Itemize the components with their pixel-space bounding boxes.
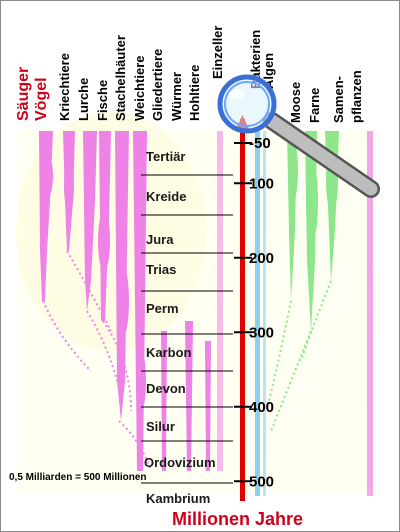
animal-branch-bulges: [41, 154, 146, 411]
time-axis: [240, 119, 245, 501]
branch-bulge: [136, 351, 146, 411]
plant-dotted-origins: [268, 280, 332, 432]
lineage-wuermer: [205, 341, 211, 471]
era-label: Jura: [146, 232, 174, 247]
header-label: Lurche: [76, 78, 91, 121]
era-label: Ordovizium: [144, 455, 216, 470]
lineage-weichtiere: [161, 331, 167, 471]
era-labels: Tertiär Kreide Jura Trias Perm Karbon Devon Sil…: [144, 149, 216, 506]
lineage-algen: [263, 131, 266, 496]
lineage-hohltiere: [217, 131, 223, 471]
era-separators: [141, 174, 233, 484]
header-label: Stachelhäuter: [113, 35, 128, 121]
header-label: Kriechtiere: [57, 53, 72, 121]
header-label: Algen: [261, 53, 276, 89]
era-label: Silur: [146, 419, 175, 434]
header-label: Samen-: [331, 76, 346, 123]
branch-bulge: [64, 160, 74, 212]
header-label: Würmer: [169, 72, 184, 121]
header-label: Hohltiere: [187, 65, 202, 121]
axis-title: Millionen Jahre: [172, 509, 303, 529]
axis-ticks: -50 100 200 300 400 500: [234, 135, 274, 490]
header-label-red: Vögel: [33, 77, 50, 121]
axis-tick-label: -50: [249, 135, 271, 152]
era-label: Kreide: [146, 189, 186, 204]
branch-bulge: [288, 141, 298, 201]
axis-tick-label: 200: [249, 250, 274, 267]
axis-tick-label: 300: [249, 324, 274, 341]
branch-bulge: [98, 211, 110, 271]
lineage-kriechtiere: [83, 131, 97, 311]
branch-bulge: [306, 161, 318, 241]
header-label: Farne: [307, 88, 322, 123]
header-label-red: Säuger: [15, 67, 32, 121]
animal-dotted-origins: [42, 250, 152, 472]
era-label: Trias: [146, 262, 176, 277]
era-label: Perm: [146, 301, 179, 316]
era-label: Tertiär: [146, 149, 186, 164]
axis-tick-label: 400: [249, 399, 274, 416]
header-label: Einzeller: [210, 26, 225, 79]
header-label: Moose: [288, 82, 303, 123]
header-label: pflanzen: [349, 70, 364, 123]
era-label: Devon: [146, 381, 186, 396]
header-label: Weichtiere: [132, 55, 147, 121]
lineage-right-edge: [367, 131, 373, 496]
header-label: Bakterien: [248, 30, 263, 89]
header-label: Fische: [95, 80, 110, 121]
lineage-einzeller-bakterien: [255, 131, 260, 496]
era-label: Kambrium: [146, 491, 210, 506]
branch-bulge: [117, 266, 129, 336]
axis-tick-label: 500: [249, 473, 274, 490]
magnifier-icon: [217, 74, 380, 198]
header-label: Gliedertiere: [150, 49, 165, 121]
branch-bulge: [41, 154, 53, 198]
axis-tick-label: 100: [249, 175, 274, 192]
header-labels: Säuger Vögel Kriechtiere Lurche Fische Stache…: [15, 26, 364, 123]
lineage-gliedertiere: [185, 321, 193, 471]
scale-note: 0,5 Milliarden = 500 Millionen: [9, 472, 147, 483]
era-label: Karbon: [146, 345, 192, 360]
